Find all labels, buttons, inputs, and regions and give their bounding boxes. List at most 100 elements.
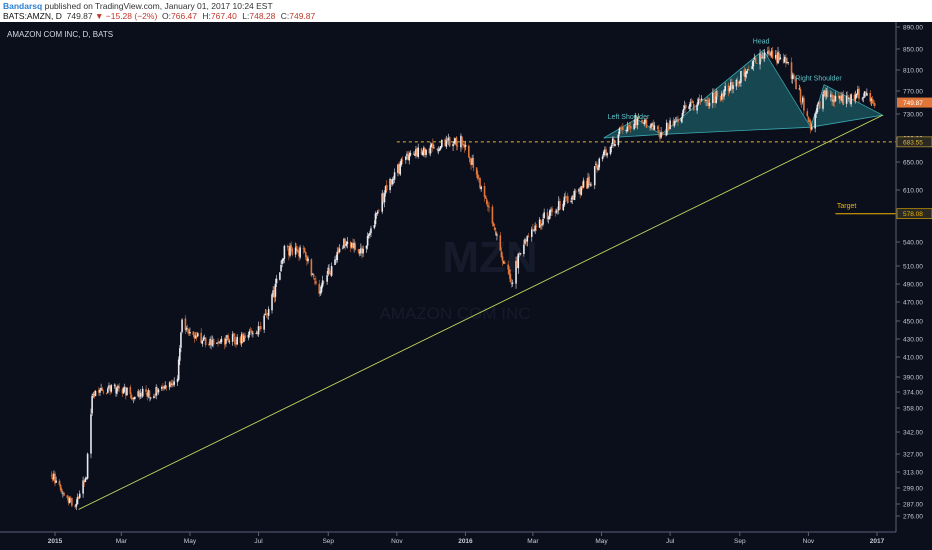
candle-body bbox=[792, 74, 795, 76]
author-link[interactable]: Bandarsq bbox=[3, 1, 43, 11]
candle-body bbox=[769, 53, 771, 56]
candle-body bbox=[249, 330, 252, 332]
target-price-label: 578.08 bbox=[903, 211, 923, 218]
candle-body bbox=[439, 145, 442, 150]
candle-body bbox=[562, 203, 565, 211]
candle-body bbox=[855, 93, 858, 95]
price-tick-label: 358.00 bbox=[903, 406, 923, 413]
candle-body bbox=[76, 497, 79, 505]
candle-body bbox=[315, 280, 317, 284]
candle-body bbox=[310, 259, 313, 276]
candle-body bbox=[344, 239, 346, 246]
candle-body bbox=[656, 126, 659, 130]
price-tick-label: 287.00 bbox=[903, 502, 923, 509]
candle-body bbox=[705, 99, 707, 102]
price-tick-label: 490.00 bbox=[903, 282, 923, 289]
candle-body bbox=[479, 178, 481, 189]
candle-body bbox=[618, 128, 621, 134]
candle-body bbox=[274, 283, 277, 297]
candle-body bbox=[85, 477, 88, 479]
candle-body bbox=[462, 144, 464, 145]
price-tick-label: 770.00 bbox=[903, 89, 923, 96]
price-tick-label: 540.00 bbox=[903, 240, 923, 247]
candle-body bbox=[768, 50, 770, 54]
candle-body bbox=[216, 342, 218, 344]
candle-body bbox=[289, 246, 291, 256]
candle-body bbox=[412, 153, 415, 155]
candle-body bbox=[217, 342, 219, 344]
candle-body bbox=[480, 186, 482, 190]
candle-body bbox=[92, 394, 95, 395]
candle-body bbox=[808, 120, 811, 123]
candle-body bbox=[683, 105, 686, 109]
candle-body bbox=[226, 335, 228, 338]
candle-body bbox=[595, 163, 597, 165]
candle-body bbox=[60, 488, 63, 493]
candle-body bbox=[447, 137, 450, 141]
price-axis[interactable] bbox=[896, 22, 932, 550]
candle-body bbox=[346, 241, 349, 245]
candle-body bbox=[448, 137, 451, 147]
candle-body bbox=[90, 414, 92, 454]
candle-body bbox=[194, 335, 197, 339]
candle-body bbox=[139, 392, 142, 397]
candle-body bbox=[597, 167, 599, 170]
candle-body bbox=[685, 105, 687, 108]
candle-body bbox=[153, 396, 155, 399]
candle-body bbox=[234, 336, 236, 345]
candle-body bbox=[744, 72, 747, 77]
candle-body bbox=[181, 319, 183, 333]
candle-body bbox=[94, 390, 97, 397]
candle-body bbox=[366, 235, 369, 246]
candle-body bbox=[613, 139, 615, 146]
candle-body bbox=[257, 326, 260, 335]
target-price-badge bbox=[896, 208, 932, 220]
candle-body bbox=[610, 145, 613, 149]
open-label: O: bbox=[162, 11, 172, 21]
price-tick-label: 450.00 bbox=[903, 319, 923, 326]
candle-body bbox=[99, 389, 101, 393]
candle-body bbox=[743, 69, 746, 77]
candle-body bbox=[543, 212, 545, 219]
candle-body bbox=[832, 99, 834, 102]
price-tick-label: 730.00 bbox=[903, 112, 923, 119]
candle-body bbox=[862, 97, 865, 98]
price-chart[interactable]: MZN AMAZON COM INC Head Left Shoulder Righ… bbox=[0, 22, 932, 550]
candle-body bbox=[131, 398, 134, 399]
candle-body bbox=[681, 112, 684, 119]
candle-body bbox=[801, 97, 804, 102]
candle-body bbox=[86, 453, 89, 479]
candle-body bbox=[209, 339, 211, 345]
candle-body bbox=[689, 101, 692, 107]
candle-body bbox=[374, 213, 377, 225]
candle-body bbox=[645, 119, 648, 128]
candle-body bbox=[503, 262, 506, 264]
candle-body bbox=[573, 190, 576, 201]
candle-body bbox=[235, 343, 237, 345]
candle-body bbox=[265, 313, 268, 315]
price-tick-label: 850.00 bbox=[903, 47, 923, 54]
candle-body bbox=[290, 244, 292, 248]
price-tick-label: 390.00 bbox=[903, 375, 923, 382]
change-down-icon: ▼ bbox=[94, 11, 104, 21]
candle-body bbox=[669, 120, 671, 129]
last-price: 749.87 bbox=[66, 11, 93, 21]
candle-body bbox=[373, 225, 376, 229]
candle-body bbox=[102, 391, 105, 393]
candle-body bbox=[327, 267, 330, 275]
candle-body bbox=[117, 385, 119, 389]
candle-body bbox=[255, 333, 258, 334]
candle-body bbox=[704, 99, 706, 101]
candle-body bbox=[563, 196, 566, 206]
candle-body bbox=[389, 178, 391, 191]
candle-body bbox=[330, 265, 333, 276]
candle-body bbox=[225, 338, 227, 344]
candle-body bbox=[668, 128, 670, 130]
candle-body bbox=[735, 79, 738, 87]
time-tick-label: 2017 bbox=[870, 538, 885, 545]
candle-body bbox=[313, 278, 316, 280]
candle-body bbox=[351, 243, 353, 248]
candle-body bbox=[471, 158, 473, 165]
candle-body bbox=[642, 122, 644, 124]
candle-body bbox=[93, 393, 96, 397]
